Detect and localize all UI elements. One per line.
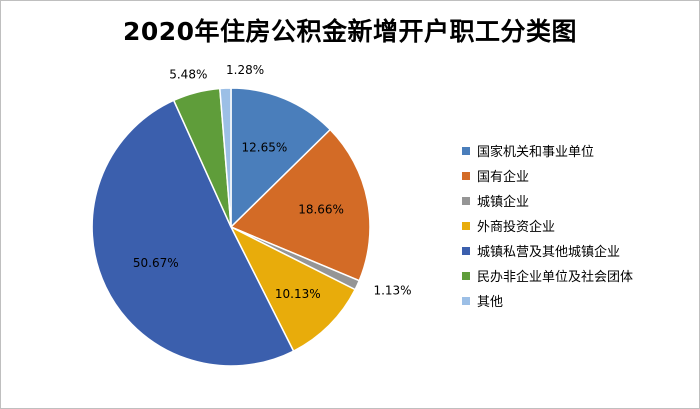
legend-label-7: 其他 xyxy=(477,295,504,310)
data-label-3: 1.13% xyxy=(373,284,411,298)
data-label-1: 12.65% xyxy=(242,141,288,155)
legend-swatch-7 xyxy=(462,296,470,305)
legend: 国家机关和事业单位 国有企业城镇企业外商投资企业城镇私营及其他城镇企业 民办非企业单… xyxy=(462,138,633,313)
legend-swatch-2 xyxy=(462,171,470,180)
legend-label-1: 国家机关和事业单位 xyxy=(477,145,595,160)
legend-item-1: 国家机关和事业单位 xyxy=(462,138,633,163)
data-label-4: 10.13% xyxy=(275,287,321,301)
legend-label-4: 外商投资企业 xyxy=(477,220,556,235)
legend-label-5: 城镇私营及其他城镇企业 xyxy=(477,245,621,260)
pie-slice-1 xyxy=(230,87,332,229)
legend-item-3: 城镇企业 xyxy=(462,188,633,213)
pie-slice-2 xyxy=(229,128,371,282)
legend-label-2: 国有企业 xyxy=(477,170,530,185)
legend-label-3: 城镇企业 xyxy=(477,195,530,210)
legend-item-6: 民办非企业单位及社会团体 xyxy=(462,263,633,288)
data-label-5: 50.67% xyxy=(133,256,179,270)
data-label-2: 18.66% xyxy=(298,203,344,217)
legend-item-4: 外商投资企业 xyxy=(462,213,633,238)
legend-item-7: 其他 xyxy=(462,288,633,313)
chart-title: 2020年住房公积金新增开户职工分类图 xyxy=(122,17,578,46)
data-label-7: 1.28% xyxy=(226,63,264,77)
legend-swatch-1 xyxy=(462,146,470,155)
legend-swatch-5 xyxy=(462,246,470,255)
pie-slice-5 xyxy=(91,99,295,367)
legend-label-6: 民办非企业单位及社会团体 xyxy=(477,270,634,285)
pie-slice-4 xyxy=(229,225,357,353)
data-label-6: 5.48% xyxy=(169,68,207,82)
legend-item-2: 国有企业 xyxy=(462,163,633,188)
legend-swatch-6 xyxy=(462,271,470,280)
pie-slice-7 xyxy=(219,87,232,228)
legend-item-5: 城镇私营及其他城镇企业 xyxy=(462,238,633,263)
legend-swatch-4 xyxy=(462,221,470,230)
legend-swatch-3 xyxy=(462,196,470,205)
